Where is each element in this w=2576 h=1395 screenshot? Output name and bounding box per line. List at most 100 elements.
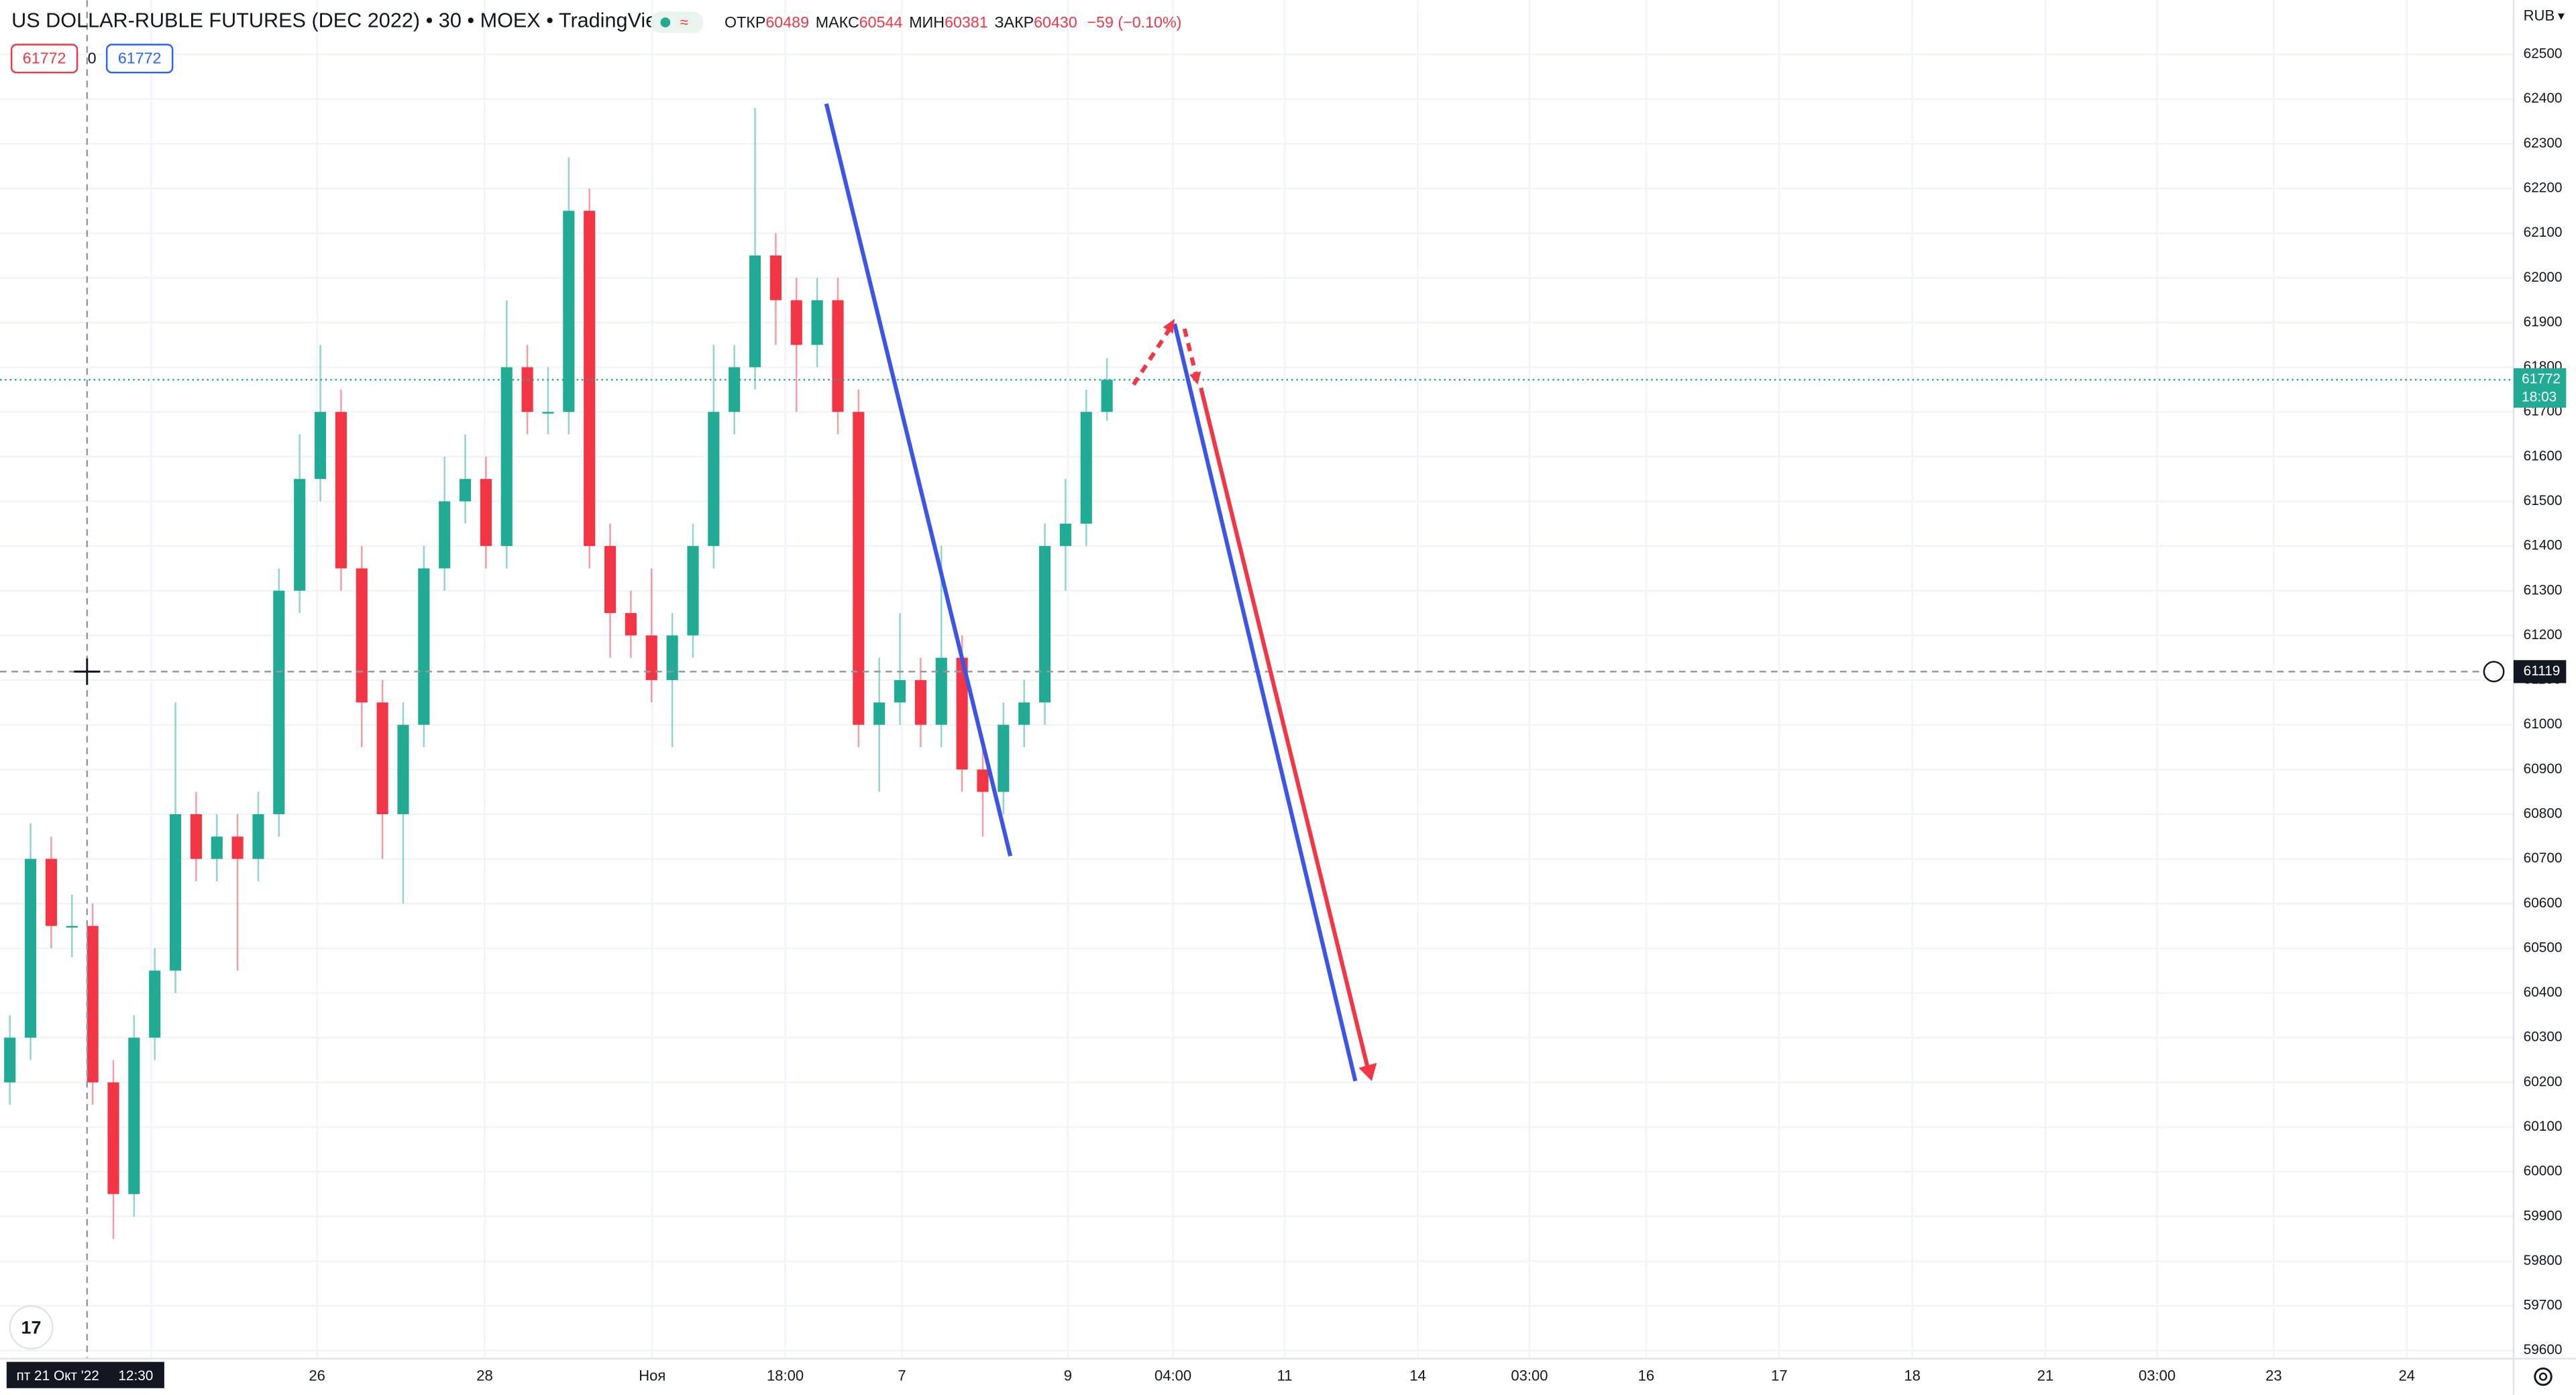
crosshair-time-label: 12:30 [118,1368,153,1384]
ohlc-legend: ОТКР 60489 МАКС 60544 МИН 60381 ЗАКР 60430 −59 (… [724,13,1181,31]
x-tick-label: 11 [1277,1367,1293,1384]
y-tick-label: 61000 [2524,716,2563,732]
candle-body [480,479,492,547]
y-tick-label: 61300 [2524,582,2563,598]
x-tick-label: 14 [1409,1367,1426,1384]
candle-body [314,412,327,480]
candle-body [542,412,554,414]
candle-body [356,568,368,703]
tv-logo[interactable]: 17 [9,1305,54,1350]
candle-body [625,613,637,636]
candle-body [521,367,533,412]
trend-line[interactable] [824,103,1013,857]
candle-body [1080,412,1092,524]
svg-text:17: 17 [21,1318,42,1338]
trend-line[interactable] [1173,323,1358,1082]
candle-body [459,479,472,502]
add-alert-button[interactable] [2483,661,2505,683]
candle-body [687,546,699,636]
y-tick-label: 60300 [2524,1029,2563,1045]
candle-body [190,814,202,859]
x-tick-label: 26 [309,1367,325,1384]
currency-menu-icon[interactable]: ▾ [2558,9,2565,23]
status-dot [660,17,671,27]
ohlc-change: −59 (−0.10%) [1087,13,1181,31]
y-tick-label: 60800 [2524,805,2563,821]
y-tick-label: 59600 [2524,1342,2563,1357]
x-tick-label: 17 [1771,1367,1788,1384]
candle-body [128,1038,140,1194]
candle-body [998,724,1010,792]
candle-body [66,926,78,928]
crosshair-price-label: 61119 [2524,663,2561,679]
y-tick-label: 59900 [2524,1208,2563,1223]
y-tick-label: 61900 [2524,314,2563,329]
candle-body [1059,523,1071,547]
ohlc-value: 60489 [765,13,809,31]
legend-box [10,44,78,74]
candle-body [169,814,182,971]
last-price-label: 61772 [2522,372,2561,387]
y-tick-label: 61200 [2524,627,2563,643]
candle-body [873,702,885,725]
y-tick-label: 60600 [2524,895,2563,911]
candle-body [252,814,264,859]
x-tick-label: 23 [2265,1367,2282,1384]
y-tick-label: 59700 [2524,1298,2563,1313]
crosshair-price-badge [2513,660,2567,683]
x-tick-label: Ноя [639,1367,665,1384]
x-tick-label: 18:00 [767,1367,804,1384]
y-tick-label: 60900 [2524,761,2563,777]
arrow-head [1189,371,1201,385]
status-badge[interactable] [650,11,704,34]
y-tick-label: 62200 [2524,180,2563,195]
settings-icon[interactable] [2534,1367,2553,1386]
candle-body [645,635,657,681]
ohlc-value: 60430 [1034,13,1077,31]
candle-body [1101,380,1113,412]
x-tick-label: 04:00 [1155,1367,1191,1384]
y-tick-label: 62400 [2524,91,2563,106]
dashed-line[interactable] [1182,328,1198,376]
ohlc-value: 60544 [859,13,903,31]
candle-body [584,211,596,547]
candle-body [790,300,802,345]
y-tick-label: 60500 [2524,940,2563,955]
ohlc-label: МАКС [816,13,859,31]
y-tick-label: 60400 [2524,985,2563,1000]
candle-body [935,657,947,725]
candle-body [708,412,720,547]
candle-body [87,926,99,1082]
candle-body [1018,702,1030,725]
drawings [824,103,1377,1082]
candle-body [853,412,865,725]
y-tick-label: 61500 [2524,493,2563,508]
plot [0,0,2514,1359]
candle-body [24,858,37,1038]
x-tick-label: 21 [2037,1367,2054,1384]
y-tick-label: 60100 [2524,1119,2563,1134]
y-tick-label: 59800 [2524,1253,2563,1268]
currency-label[interactable]: RUB [2524,7,2555,24]
status-icon: ≈ [680,14,688,31]
ohlc-value: 60381 [945,13,988,31]
legend-value: 61772 [118,50,162,67]
crosshair-date-label: пт 21 Окт '22 [16,1368,99,1384]
trend-line[interactable] [1199,387,1371,1072]
y-tick-label: 62500 [2524,46,2563,62]
x-tick-label: 03:00 [2139,1367,2176,1384]
dashed-line[interactable] [1132,327,1172,386]
candle-body [749,255,761,368]
candle-body [811,300,823,345]
crosshair-time-badge [6,1361,164,1388]
candle-body [294,479,306,591]
candle-body [977,769,989,792]
arrow-head [1163,319,1175,334]
ohlc-label: ЗАКР [995,13,1034,31]
x-tick-label: 24 [2398,1367,2415,1384]
countdown-label: 18:03 [2522,390,2557,405]
candle-body [273,590,285,814]
axes: 59600 59700 59800 59900 60000 60100 60200 60300… [6,46,2567,1388]
ohlc-label: МИН [909,13,945,31]
